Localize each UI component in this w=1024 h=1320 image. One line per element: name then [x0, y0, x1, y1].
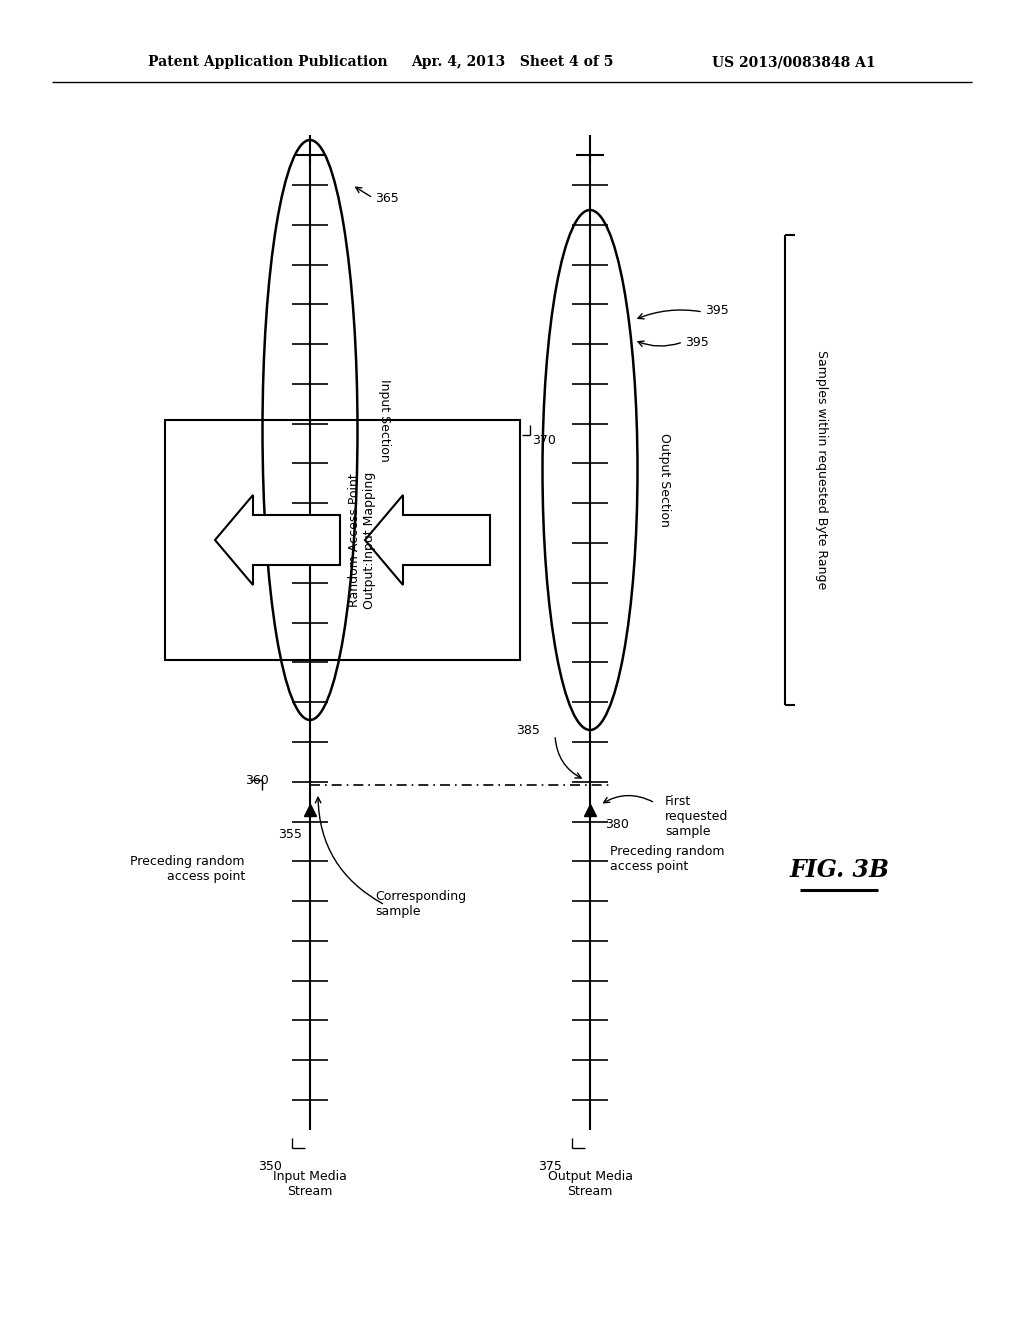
- FancyArrow shape: [215, 495, 340, 585]
- Text: Random Access Point
Output:Input Mapping: Random Access Point Output:Input Mapping: [348, 471, 377, 609]
- Text: First
requested
sample: First requested sample: [665, 795, 728, 838]
- Text: Apr. 4, 2013   Sheet 4 of 5: Apr. 4, 2013 Sheet 4 of 5: [411, 55, 613, 69]
- Text: 355: 355: [279, 828, 302, 841]
- Text: 375: 375: [539, 1160, 562, 1173]
- Text: Input Media
Stream: Input Media Stream: [273, 1170, 347, 1199]
- Text: Input Section: Input Section: [378, 379, 391, 462]
- Text: Preceding random
access point: Preceding random access point: [130, 855, 245, 883]
- Text: 365: 365: [375, 191, 398, 205]
- Text: Output Section: Output Section: [658, 433, 671, 527]
- Text: 360: 360: [245, 774, 268, 787]
- Text: Output Media
Stream: Output Media Stream: [548, 1170, 633, 1199]
- Text: Corresponding
sample: Corresponding sample: [375, 890, 466, 917]
- Text: 350: 350: [258, 1160, 282, 1173]
- Text: FIG. 3B: FIG. 3B: [790, 858, 890, 882]
- Text: 370: 370: [532, 433, 556, 446]
- Text: 380: 380: [605, 818, 629, 832]
- Text: Samples within requested Byte Range: Samples within requested Byte Range: [815, 350, 828, 590]
- FancyArrow shape: [365, 495, 490, 585]
- Text: US 2013/0083848 A1: US 2013/0083848 A1: [713, 55, 876, 69]
- Text: Preceding random
access point: Preceding random access point: [610, 845, 725, 873]
- Text: 395: 395: [685, 335, 709, 348]
- Text: 385: 385: [516, 723, 540, 737]
- Bar: [165, 420, 520, 660]
- Text: Patent Application Publication: Patent Application Publication: [148, 55, 388, 69]
- Text: 395: 395: [705, 304, 729, 317]
